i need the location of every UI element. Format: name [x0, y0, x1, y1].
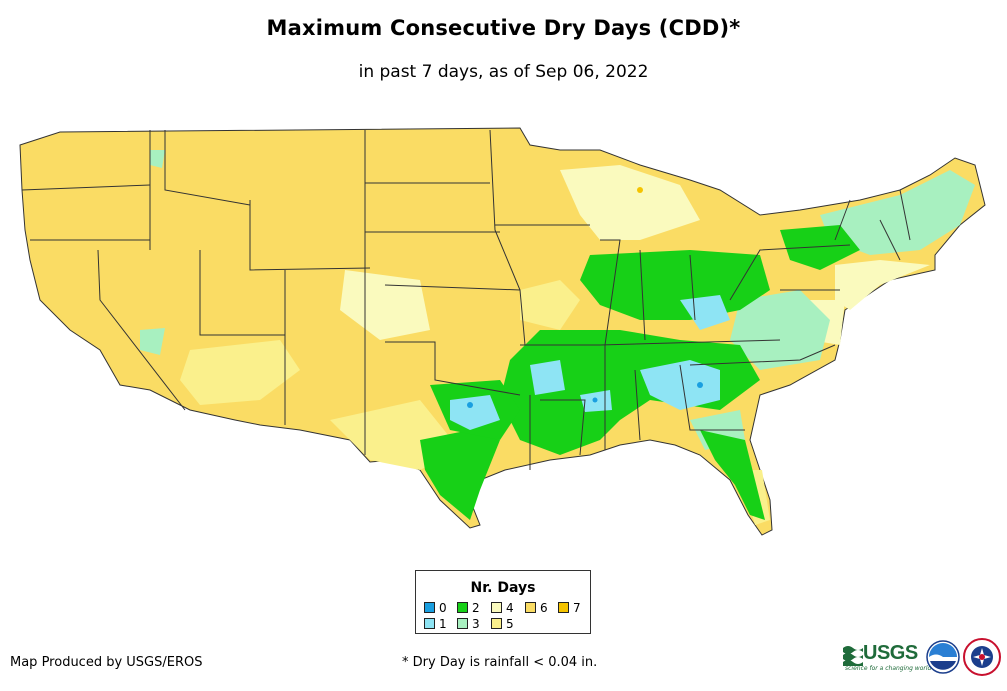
map-subtitle: in past 7 days, as of Sep 06, 2022 — [358, 62, 649, 82]
usgs-tagline: science for a changing world — [845, 665, 932, 672]
legend-swatch-1 — [424, 618, 435, 629]
legend-label-3: 3 — [472, 617, 480, 631]
legend-label-2: 2 — [472, 601, 480, 615]
legend-label-1: 1 — [439, 617, 447, 631]
legend-swatch-4 — [491, 602, 502, 613]
map-footnote: * Dry Day is rainfall < 0.04 in. — [402, 655, 598, 670]
zone-0-days — [467, 382, 703, 408]
state-borders — [21, 129, 911, 470]
legend-swatch-0 — [424, 602, 435, 613]
legend-item-6: 6 — [525, 602, 548, 614]
legend-label-0: 0 — [439, 601, 447, 615]
legend-label-4: 4 — [506, 601, 514, 615]
map-title: Maximum Consecutive Dry Days (CDD)* — [266, 16, 741, 40]
legend-item-3: 3 — [457, 618, 480, 630]
legend-label-5: 5 — [506, 617, 514, 631]
map-credit: Map Produced by USGS/EROS — [10, 655, 203, 670]
legend-item-4: 4 — [491, 602, 514, 614]
noaa-logo-icon — [926, 640, 960, 674]
legend-swatch-6 — [525, 602, 536, 613]
legend-swatch-7 — [558, 602, 569, 613]
legend-item-1: 1 — [424, 618, 447, 630]
legend-item-7: 7 — [558, 602, 581, 614]
legend-swatch-5 — [491, 618, 502, 629]
legend-swatch-3 — [457, 618, 468, 629]
agency-logos: USGS science for a changing world — [843, 636, 1003, 680]
legend-label-7: 7 — [573, 601, 581, 615]
usgs-logo-text: USGS — [863, 642, 918, 664]
legend-title: Nr. Days — [470, 580, 536, 596]
legend-item-5: 5 — [491, 618, 514, 630]
legend-item-0: 0 — [424, 602, 447, 614]
zone-7-days — [637, 187, 643, 193]
zone-3-days — [140, 150, 975, 450]
legend-item-2: 2 — [457, 602, 480, 614]
legend-label-6: 6 — [540, 601, 548, 615]
map-legend: Nr. Days 0 1 2 3 4 5 6 7 — [415, 570, 591, 634]
legend-swatch-2 — [457, 602, 468, 613]
nws-logo-icon — [963, 638, 1001, 676]
zone-1-day — [450, 295, 730, 430]
usgs-logo-icon — [843, 646, 863, 666]
